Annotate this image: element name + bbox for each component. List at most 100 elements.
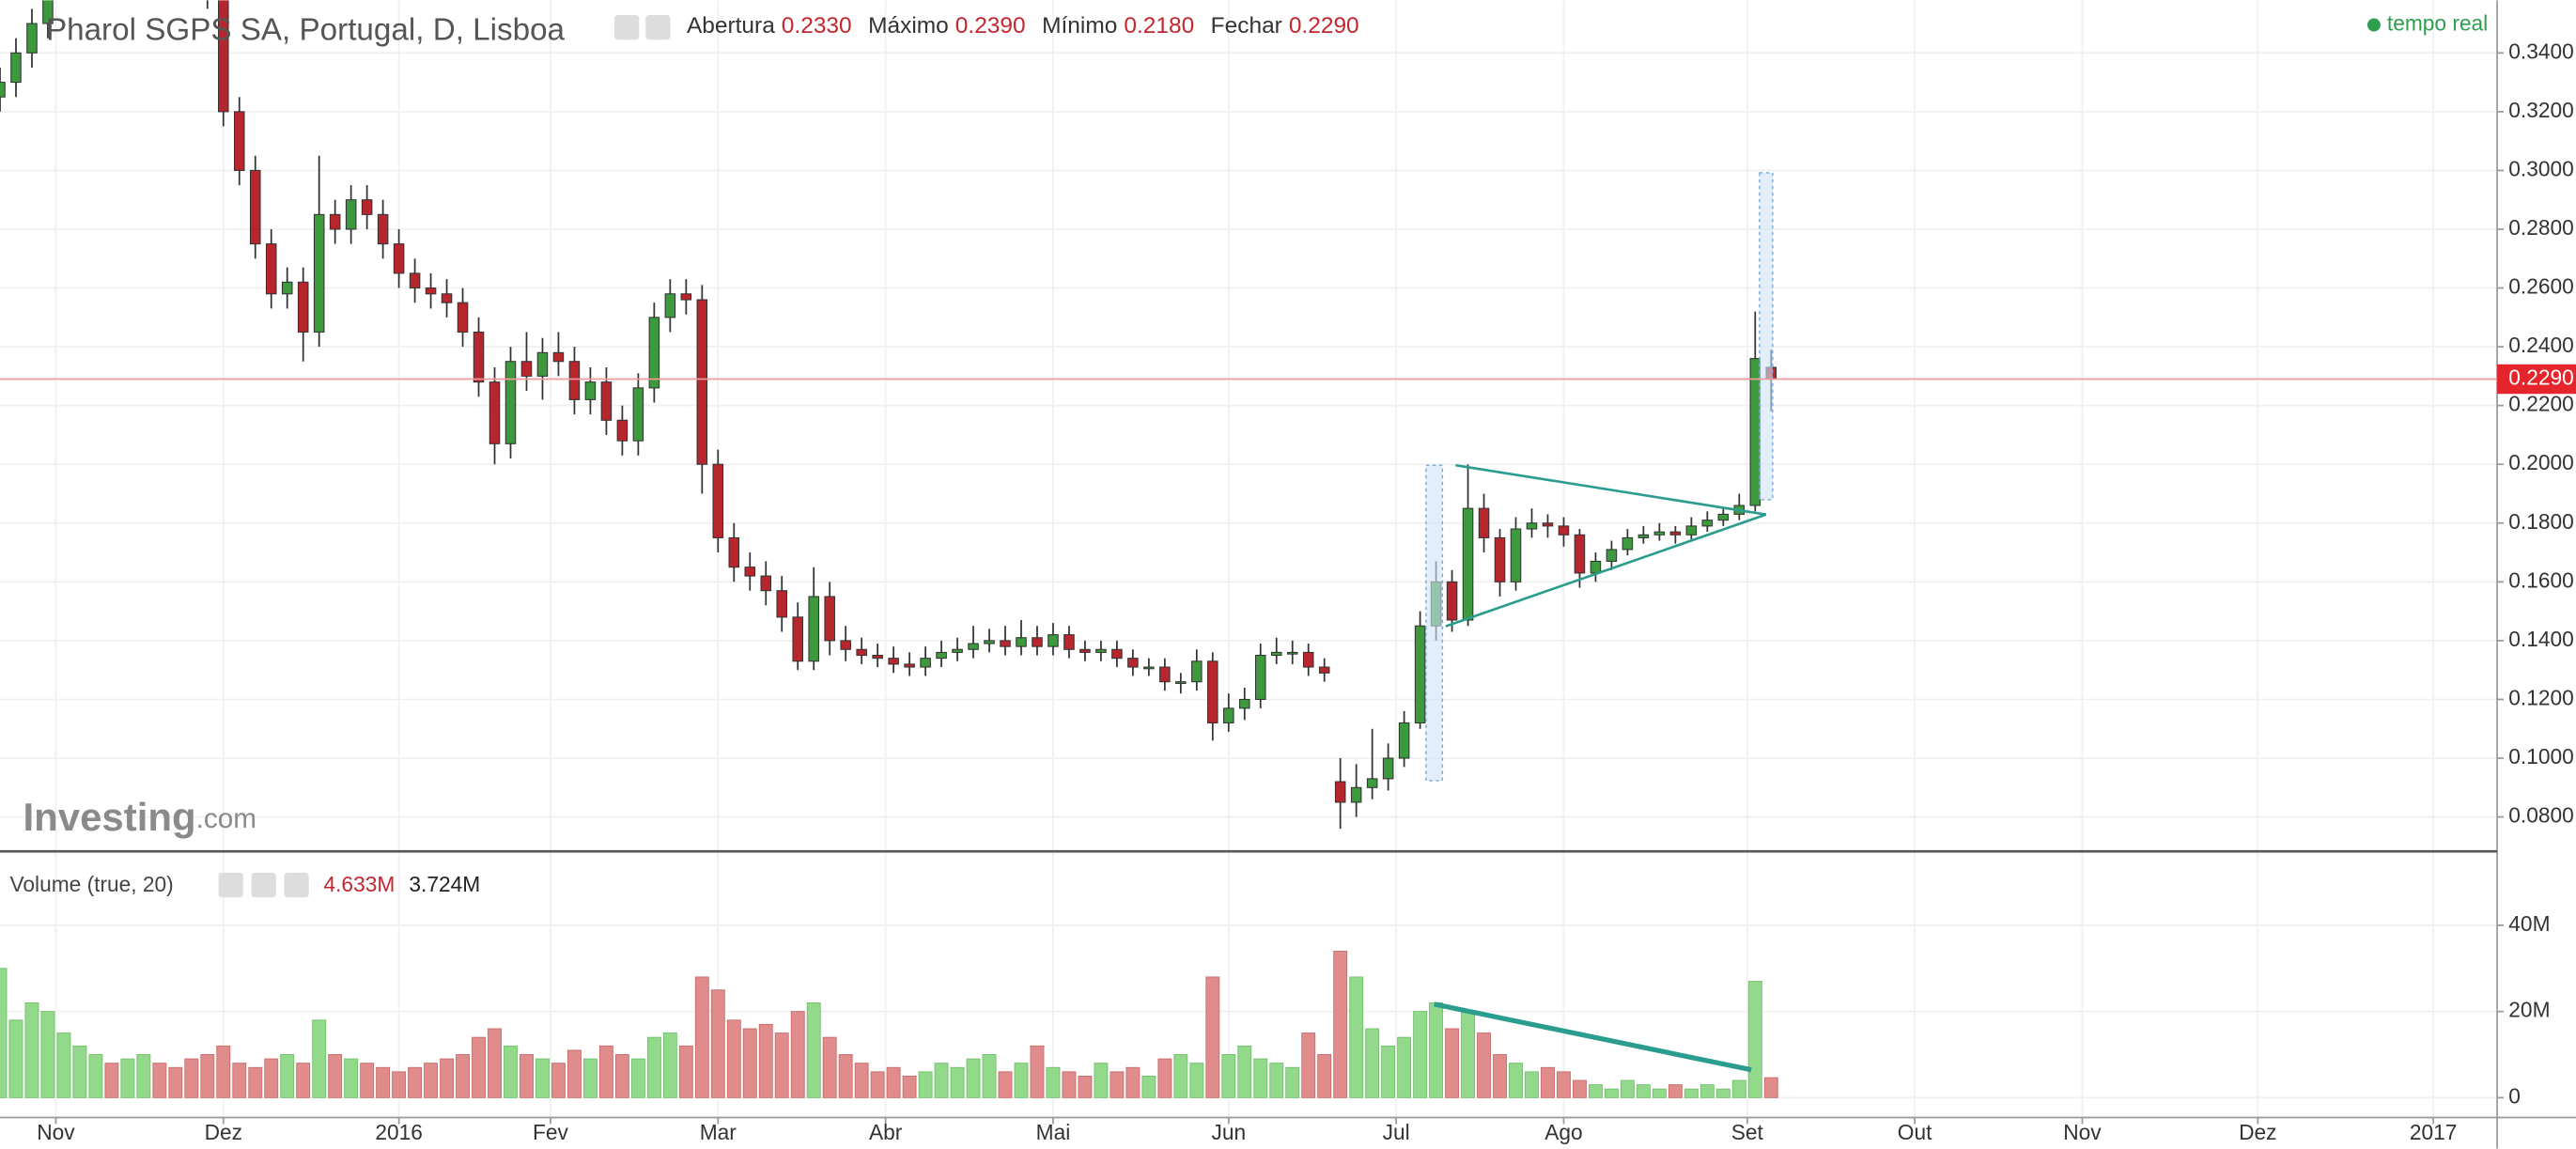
y-tick-label: 0.3400 (2508, 39, 2574, 63)
volume-bar (8, 1019, 23, 1098)
volume-bar (1381, 1045, 1396, 1098)
y-tick-label: 0.2800 (2508, 215, 2574, 240)
volume-bar (344, 1058, 359, 1098)
watermark: Investing.com (23, 795, 256, 839)
candle-body (824, 596, 835, 642)
volume-bar (838, 1054, 853, 1098)
volume-bar (1620, 1079, 1635, 1098)
x-tick-label: Out (1898, 1120, 1932, 1144)
x-tick-label: Mai (1036, 1120, 1071, 1144)
x-tick-label: 2017 (2410, 1120, 2458, 1144)
volume-bar (1014, 1063, 1029, 1098)
triangle-line (1455, 463, 1767, 516)
candle-body (808, 596, 819, 662)
volume-bar (1221, 1054, 1236, 1098)
volume-bar (598, 1045, 613, 1098)
icon[interactable] (645, 15, 671, 40)
volume-bar (662, 1033, 677, 1098)
y-tick-label: 0.0800 (2508, 803, 2574, 828)
volume-bar (184, 1058, 199, 1098)
candle-body (680, 293, 692, 301)
y-tick-label: 0.2000 (2508, 450, 2574, 474)
candle-body (409, 272, 421, 289)
volume-bar (630, 1058, 645, 1098)
candle-body (1079, 648, 1091, 653)
price-pane (0, 0, 1777, 830)
candle-body (26, 23, 38, 54)
volume-bar (24, 1002, 39, 1098)
candle-body (1446, 581, 1458, 621)
ohlc-label: Máximo (868, 13, 949, 39)
x-tick-label: 2016 (375, 1120, 423, 1144)
candle-body (329, 213, 341, 230)
volume-bar (966, 1058, 981, 1098)
volume-bar (1461, 1011, 1475, 1098)
volume-title: Volume (true, 20) (9, 872, 173, 896)
volume-bar (886, 1066, 901, 1098)
volume-bar (1301, 1033, 1316, 1098)
candle-body (936, 651, 947, 660)
candle-body (760, 575, 772, 592)
volume-legend-value: 4.633M (323, 872, 395, 896)
candle-body (504, 361, 517, 444)
ohlc-value: 0.2290 (1289, 13, 1359, 39)
chart-title: Pharol SGPS SA, Portugal, D, Lisboa (46, 12, 566, 47)
volume-bar (678, 1045, 693, 1098)
volume-bar (806, 1002, 821, 1098)
volume-bar (710, 989, 725, 1098)
watermark-suffix: .com (196, 803, 256, 834)
volume-bar (982, 1054, 997, 1098)
candle-body (1159, 666, 1171, 683)
icon[interactable] (284, 872, 309, 898)
x-tick-label: Fev (533, 1120, 569, 1144)
icon[interactable] (614, 15, 640, 40)
candle-body (281, 281, 293, 295)
volume-bar (1397, 1036, 1412, 1098)
volume-bar (1333, 950, 1348, 1098)
ohlc-value: 0.2390 (955, 13, 1026, 39)
x-tick-label: Jul (1383, 1120, 1410, 1144)
watermark-main: Investing (23, 795, 195, 839)
icon[interactable] (218, 872, 243, 898)
candle-body (632, 387, 644, 442)
candle-body (1334, 781, 1346, 803)
volume-bar (152, 1063, 167, 1098)
candle-body (888, 658, 899, 665)
volume-bar (72, 1045, 87, 1098)
volume-bar (582, 1058, 597, 1098)
y-tick-label: 0.2200 (2508, 392, 2574, 416)
y-tick-label: 0.3000 (2508, 156, 2574, 180)
candle-body (1606, 549, 1618, 562)
candle-body (968, 643, 979, 650)
volume-bar (1413, 1011, 1428, 1098)
range-box (1425, 464, 1444, 782)
y-tick-label: 0.1800 (2508, 509, 2574, 534)
candle-body (1462, 507, 1474, 621)
candle-body (377, 213, 389, 245)
volume-bar (1763, 1077, 1778, 1098)
candle-body (1175, 681, 1187, 684)
candle-body (664, 293, 676, 318)
volume-bar (136, 1054, 151, 1098)
volume-pane (0, 950, 1778, 1098)
volume-bar (312, 1019, 327, 1098)
candle-body (600, 381, 613, 421)
volume-bar (376, 1066, 391, 1098)
icon[interactable] (251, 872, 276, 898)
volume-bar (408, 1066, 423, 1098)
candle-body (856, 648, 867, 657)
candle-body (1191, 660, 1203, 683)
volume-bar (1365, 1028, 1380, 1098)
candle-body (1350, 786, 1362, 803)
candle-body (10, 52, 22, 84)
volume-bar (40, 1011, 55, 1098)
candle-body (1095, 648, 1107, 653)
volume-bar (1668, 1084, 1683, 1098)
candle-body (313, 213, 325, 333)
volume-bar (1589, 1084, 1603, 1098)
candle-body (776, 590, 788, 618)
volume-bar (1285, 1066, 1300, 1098)
candle-body (1749, 358, 1761, 506)
candle-body (952, 648, 963, 653)
